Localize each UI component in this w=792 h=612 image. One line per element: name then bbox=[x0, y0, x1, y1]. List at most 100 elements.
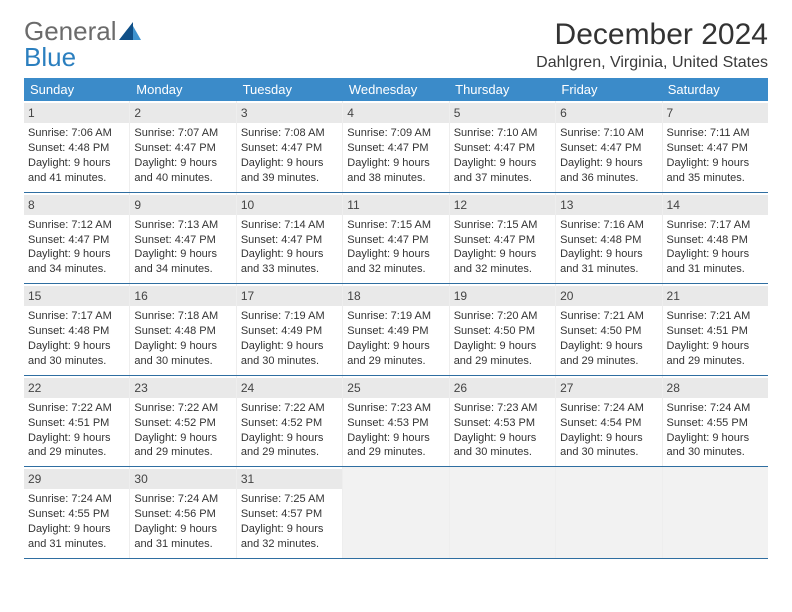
day-sunset: Sunset: 4:48 PM bbox=[134, 324, 231, 339]
week-row: 15Sunrise: 7:17 AMSunset: 4:48 PMDayligh… bbox=[24, 284, 768, 376]
day-sunset: Sunset: 4:50 PM bbox=[560, 324, 657, 339]
day-header: Wednesday bbox=[343, 78, 449, 101]
day-day2: and 30 minutes. bbox=[560, 445, 657, 460]
day-cell: 20Sunrise: 7:21 AMSunset: 4:50 PMDayligh… bbox=[556, 284, 662, 375]
day-cell: 31Sunrise: 7:25 AMSunset: 4:57 PMDayligh… bbox=[237, 467, 343, 558]
day-day2: and 29 minutes. bbox=[134, 445, 231, 460]
day-day1: Daylight: 9 hours bbox=[241, 431, 338, 446]
day-sunrise: Sunrise: 7:12 AM bbox=[28, 218, 125, 233]
day-day2: and 29 minutes. bbox=[241, 445, 338, 460]
day-sunrise: Sunrise: 7:20 AM bbox=[454, 309, 551, 324]
day-sunrise: Sunrise: 7:23 AM bbox=[347, 401, 444, 416]
day-day2: and 40 minutes. bbox=[134, 171, 231, 186]
day-day2: and 36 minutes. bbox=[560, 171, 657, 186]
weeks-container: 1Sunrise: 7:06 AMSunset: 4:48 PMDaylight… bbox=[24, 101, 768, 559]
day-number: 9 bbox=[130, 195, 235, 215]
day-number: 30 bbox=[130, 469, 235, 489]
day-number: 5 bbox=[450, 103, 555, 123]
empty-cell bbox=[450, 467, 556, 558]
day-day2: and 29 minutes. bbox=[667, 354, 764, 369]
day-day1: Daylight: 9 hours bbox=[28, 156, 125, 171]
day-header: Tuesday bbox=[237, 78, 343, 101]
day-cell: 11Sunrise: 7:15 AMSunset: 4:47 PMDayligh… bbox=[343, 193, 449, 284]
day-cell: 16Sunrise: 7:18 AMSunset: 4:48 PMDayligh… bbox=[130, 284, 236, 375]
day-cell: 23Sunrise: 7:22 AMSunset: 4:52 PMDayligh… bbox=[130, 376, 236, 467]
day-number: 10 bbox=[237, 195, 342, 215]
day-cell: 27Sunrise: 7:24 AMSunset: 4:54 PMDayligh… bbox=[556, 376, 662, 467]
day-sunrise: Sunrise: 7:13 AM bbox=[134, 218, 231, 233]
day-sunset: Sunset: 4:48 PM bbox=[560, 233, 657, 248]
day-day1: Daylight: 9 hours bbox=[454, 247, 551, 262]
day-day1: Daylight: 9 hours bbox=[454, 339, 551, 354]
day-day2: and 29 minutes. bbox=[347, 354, 444, 369]
day-number: 27 bbox=[556, 378, 661, 398]
day-sunrise: Sunrise: 7:10 AM bbox=[454, 126, 551, 141]
page-header: General Blue December 2024 Dahlgren, Vir… bbox=[24, 18, 768, 72]
empty-cell bbox=[343, 467, 449, 558]
day-sunset: Sunset: 4:48 PM bbox=[28, 141, 125, 156]
day-day2: and 32 minutes. bbox=[241, 537, 338, 552]
day-number: 25 bbox=[343, 378, 448, 398]
day-day1: Daylight: 9 hours bbox=[241, 339, 338, 354]
day-cell: 8Sunrise: 7:12 AMSunset: 4:47 PMDaylight… bbox=[24, 193, 130, 284]
day-day1: Daylight: 9 hours bbox=[560, 247, 657, 262]
month-title: December 2024 bbox=[536, 18, 768, 52]
empty-cell bbox=[663, 467, 768, 558]
day-cell: 22Sunrise: 7:22 AMSunset: 4:51 PMDayligh… bbox=[24, 376, 130, 467]
day-number: 15 bbox=[24, 286, 129, 306]
day-cell: 18Sunrise: 7:19 AMSunset: 4:49 PMDayligh… bbox=[343, 284, 449, 375]
day-sunset: Sunset: 4:56 PM bbox=[134, 507, 231, 522]
day-day2: and 31 minutes. bbox=[560, 262, 657, 277]
day-sunset: Sunset: 4:53 PM bbox=[347, 416, 444, 431]
day-day1: Daylight: 9 hours bbox=[667, 431, 764, 446]
day-day1: Daylight: 9 hours bbox=[134, 156, 231, 171]
day-header: Thursday bbox=[449, 78, 555, 101]
title-block: December 2024 Dahlgren, Virginia, United… bbox=[536, 18, 768, 72]
day-sunrise: Sunrise: 7:19 AM bbox=[347, 309, 444, 324]
day-number: 22 bbox=[24, 378, 129, 398]
day-number: 11 bbox=[343, 195, 448, 215]
day-day1: Daylight: 9 hours bbox=[28, 339, 125, 354]
day-sunrise: Sunrise: 7:06 AM bbox=[28, 126, 125, 141]
day-cell: 4Sunrise: 7:09 AMSunset: 4:47 PMDaylight… bbox=[343, 101, 449, 192]
day-day2: and 31 minutes. bbox=[28, 537, 125, 552]
day-day2: and 38 minutes. bbox=[347, 171, 444, 186]
day-sunrise: Sunrise: 7:24 AM bbox=[28, 492, 125, 507]
day-sunset: Sunset: 4:55 PM bbox=[28, 507, 125, 522]
day-sunset: Sunset: 4:51 PM bbox=[667, 324, 764, 339]
day-day2: and 30 minutes. bbox=[241, 354, 338, 369]
day-sunrise: Sunrise: 7:19 AM bbox=[241, 309, 338, 324]
day-sunset: Sunset: 4:47 PM bbox=[454, 141, 551, 156]
day-sunrise: Sunrise: 7:09 AM bbox=[347, 126, 444, 141]
day-day1: Daylight: 9 hours bbox=[667, 156, 764, 171]
day-sunset: Sunset: 4:57 PM bbox=[241, 507, 338, 522]
day-day1: Daylight: 9 hours bbox=[28, 247, 125, 262]
day-sunrise: Sunrise: 7:08 AM bbox=[241, 126, 338, 141]
week-row: 1Sunrise: 7:06 AMSunset: 4:48 PMDaylight… bbox=[24, 101, 768, 193]
day-day2: and 29 minutes. bbox=[560, 354, 657, 369]
day-sunset: Sunset: 4:47 PM bbox=[347, 233, 444, 248]
day-sunrise: Sunrise: 7:18 AM bbox=[134, 309, 231, 324]
day-sunrise: Sunrise: 7:22 AM bbox=[134, 401, 231, 416]
day-sunrise: Sunrise: 7:14 AM bbox=[241, 218, 338, 233]
sail-icon bbox=[119, 18, 141, 44]
day-sunset: Sunset: 4:49 PM bbox=[241, 324, 338, 339]
day-day2: and 32 minutes. bbox=[454, 262, 551, 277]
day-cell: 14Sunrise: 7:17 AMSunset: 4:48 PMDayligh… bbox=[663, 193, 768, 284]
day-cell: 7Sunrise: 7:11 AMSunset: 4:47 PMDaylight… bbox=[663, 101, 768, 192]
day-number: 13 bbox=[556, 195, 661, 215]
day-number: 14 bbox=[663, 195, 768, 215]
day-number: 16 bbox=[130, 286, 235, 306]
day-sunrise: Sunrise: 7:10 AM bbox=[560, 126, 657, 141]
day-day1: Daylight: 9 hours bbox=[454, 431, 551, 446]
day-day1: Daylight: 9 hours bbox=[347, 339, 444, 354]
day-day2: and 30 minutes. bbox=[134, 354, 231, 369]
day-header: Friday bbox=[555, 78, 661, 101]
week-row: 8Sunrise: 7:12 AMSunset: 4:47 PMDaylight… bbox=[24, 193, 768, 285]
day-sunset: Sunset: 4:53 PM bbox=[454, 416, 551, 431]
day-day2: and 31 minutes. bbox=[667, 262, 764, 277]
day-sunrise: Sunrise: 7:25 AM bbox=[241, 492, 338, 507]
day-day2: and 29 minutes. bbox=[454, 354, 551, 369]
day-number: 19 bbox=[450, 286, 555, 306]
day-sunrise: Sunrise: 7:24 AM bbox=[134, 492, 231, 507]
